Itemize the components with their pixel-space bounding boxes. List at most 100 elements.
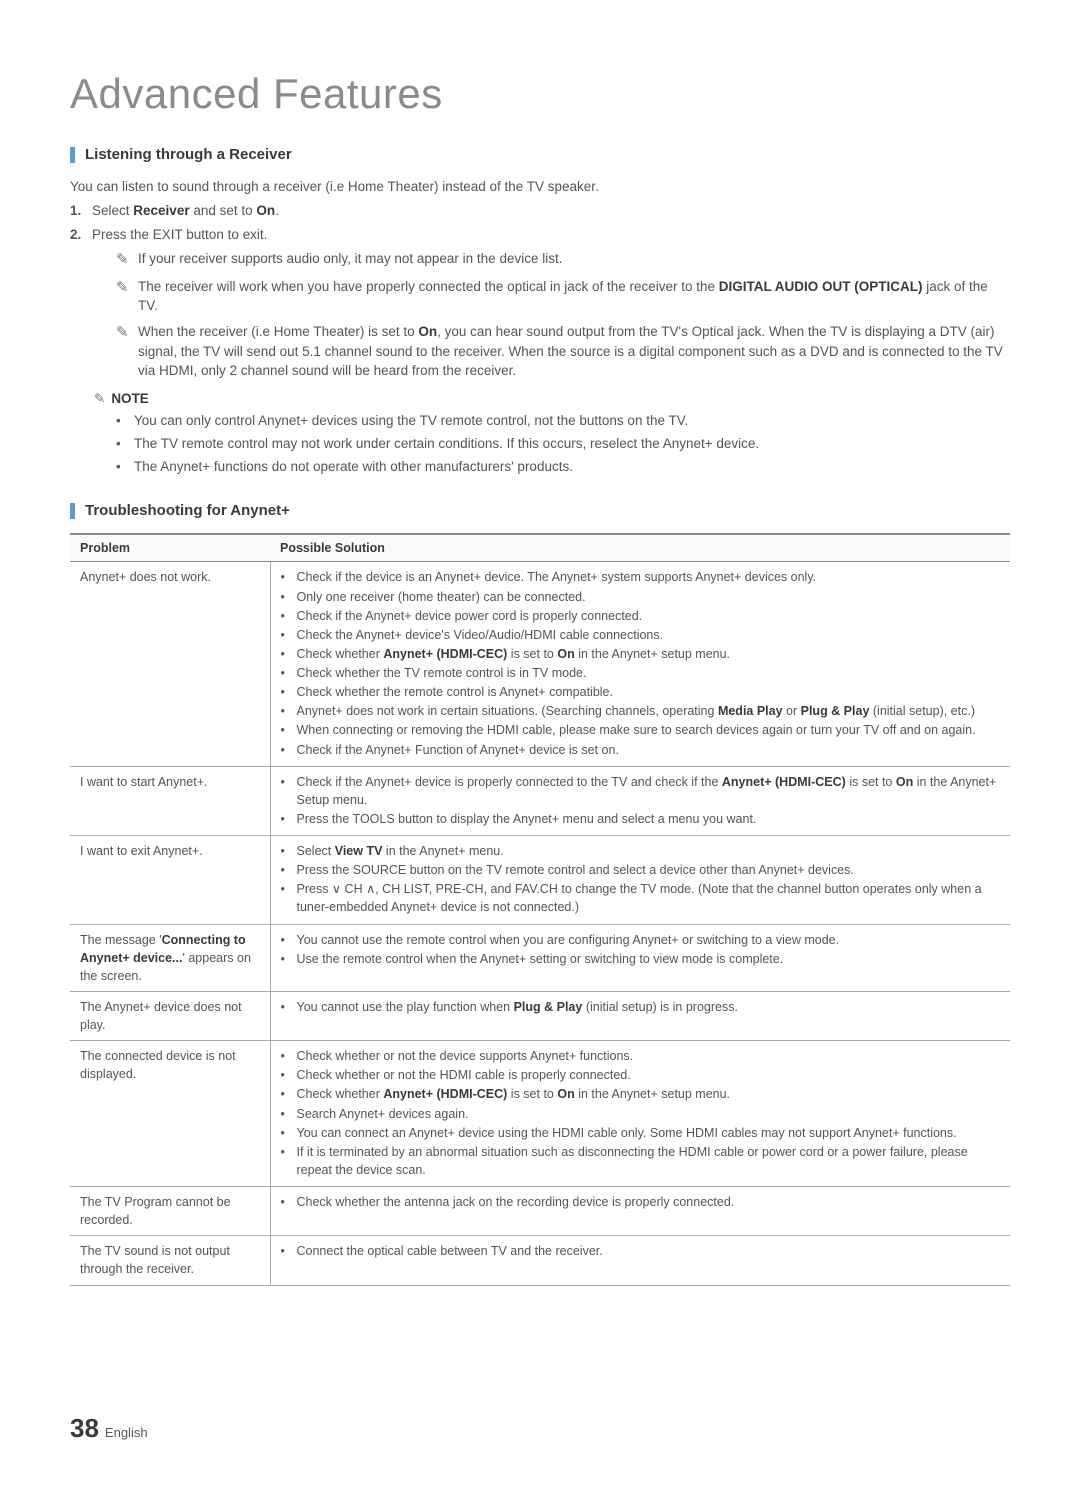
problem-cell: The TV Program cannot be recorded. <box>70 1187 270 1236</box>
table-header-row: Problem Possible Solution <box>70 534 1010 562</box>
solution-item: •Connect the optical cable between TV an… <box>281 1242 1001 1260</box>
solution-cell: •You cannot use the play function when P… <box>270 991 1010 1040</box>
bullet-icon: • <box>281 645 297 663</box>
steps-list: 1.Select Receiver and set to On. 2.Press… <box>70 201 1010 246</box>
step-2: 2.Press the EXIT button to exit. <box>70 225 1010 245</box>
bullet-icon: • <box>281 1047 297 1065</box>
table-row: I want to exit Anynet+.•Select View TV i… <box>70 836 1010 925</box>
table-row: The TV Program cannot be recorded.•Check… <box>70 1187 1010 1236</box>
bullet-icon: • <box>281 568 297 586</box>
step-1: 1.Select Receiver and set to On. <box>70 201 1010 221</box>
table-row: I want to start Anynet+. •Check if the An… <box>70 766 1010 835</box>
intro-text: You can listen to sound through a receiv… <box>70 177 1010 197</box>
page-title: Advanced Features <box>70 70 1010 118</box>
note-block: ✎ If your receiver supports audio only, … <box>116 249 1010 381</box>
bullet-icon: • <box>281 880 297 916</box>
solution-item: •Search Anynet+ devices again. <box>281 1105 1001 1123</box>
col-solution: Possible Solution <box>270 534 1010 562</box>
solution-item: •Check if the Anynet+ Function of Anynet… <box>281 741 1001 759</box>
note-label: ✎NOTE <box>94 391 1010 407</box>
solution-cell: •Select View TV in the Anynet+ menu.•Pre… <box>270 836 1010 925</box>
solution-text: Check if the Anynet+ device power cord i… <box>297 607 1001 625</box>
table-row: The message 'Connecting to Anynet+ devic… <box>70 924 1010 991</box>
problem-cell: The message 'Connecting to Anynet+ devic… <box>70 924 270 991</box>
dot-item: • You can only control Anynet+ devices u… <box>116 411 1010 431</box>
dot-list: • You can only control Anynet+ devices u… <box>116 411 1010 478</box>
solution-text: You can connect an Anynet+ device using … <box>297 1124 1001 1142</box>
dot-item: • The TV remote control may not work und… <box>116 434 1010 454</box>
bullet-icon: • <box>116 457 134 477</box>
section-heading-troubleshoot: Troubleshooting for Anynet+ <box>70 502 1010 519</box>
solution-item: •Check if the Anynet+ device is properly… <box>281 773 1001 809</box>
solution-text: If it is terminated by an abnormal situa… <box>297 1143 1001 1179</box>
solution-text: Check whether Anynet+ (HDMI-CEC) is set … <box>297 645 1001 663</box>
note-item: ✎ When the receiver (i.e Home Theater) i… <box>116 322 1010 381</box>
solution-cell: •You cannot use the remote control when … <box>270 924 1010 991</box>
section-title: Listening through a Receiver <box>85 146 292 163</box>
bullet-icon: • <box>281 683 297 701</box>
solution-text: Check if the Anynet+ device is properly … <box>297 773 1001 809</box>
note-text: When the receiver (i.e Home Theater) is … <box>138 322 1010 381</box>
solution-cell: •Check if the Anynet+ device is properly… <box>270 766 1010 835</box>
solution-text: Check whether Anynet+ (HDMI-CEC) is set … <box>297 1085 1001 1103</box>
troubleshoot-table: Problem Possible Solution Anynet+ does n… <box>70 533 1010 1285</box>
solution-item: •When connecting or removing the HDMI ca… <box>281 721 1001 739</box>
problem-cell: The Anynet+ device does not play. <box>70 991 270 1040</box>
solution-item: •Check whether Anynet+ (HDMI-CEC) is set… <box>281 1085 1001 1103</box>
bullet-icon: • <box>281 1193 297 1211</box>
bullet-icon: • <box>281 810 297 828</box>
bullet-icon: • <box>281 741 297 759</box>
solution-item: •Anynet+ does not work in certain situat… <box>281 702 1001 720</box>
solution-item: •Check whether the TV remote control is … <box>281 664 1001 682</box>
note-text: If your receiver supports audio only, it… <box>138 249 1010 271</box>
table-row: The TV sound is not output through the r… <box>70 1236 1010 1285</box>
solution-item: •Check the Anynet+ device's Video/Audio/… <box>281 626 1001 644</box>
solution-item: •Check if the Anynet+ device power cord … <box>281 607 1001 625</box>
dot-item: • The Anynet+ functions do not operate w… <box>116 457 1010 477</box>
col-problem: Problem <box>70 534 270 562</box>
solution-cell: •Check whether or not the device support… <box>270 1041 1010 1187</box>
solution-item: •Press ∨ CH ∧, CH LIST, PRE-CH, and FAV.… <box>281 880 1001 916</box>
page-lang: English <box>105 1425 148 1440</box>
bullet-icon: • <box>281 1143 297 1179</box>
note-item: ✎ The receiver will work when you have p… <box>116 277 1010 316</box>
note-icon: ✎ <box>94 391 105 406</box>
bullet-icon: • <box>281 588 297 606</box>
bullet-icon: • <box>281 1242 297 1260</box>
solution-text: Select View TV in the Anynet+ menu. <box>297 842 1001 860</box>
bullet-icon: • <box>116 434 134 454</box>
problem-cell: The connected device is not displayed. <box>70 1041 270 1187</box>
bullet-icon: • <box>281 842 297 860</box>
solution-text: Only one receiver (home theater) can be … <box>297 588 1001 606</box>
solution-item: •Select View TV in the Anynet+ menu. <box>281 842 1001 860</box>
bullet-icon: • <box>281 626 297 644</box>
solution-item: •Check if the device is an Anynet+ devic… <box>281 568 1001 586</box>
solution-item: •You cannot use the play function when P… <box>281 998 1001 1016</box>
solution-text: You cannot use the remote control when y… <box>297 931 1001 949</box>
note-item: ✎ If your receiver supports audio only, … <box>116 249 1010 271</box>
note-icon: ✎ <box>116 277 138 316</box>
page-footer: 38English <box>70 1413 148 1444</box>
solution-item: •Check whether or not the device support… <box>281 1047 1001 1065</box>
solution-item: •Press the SOURCE button on the TV remot… <box>281 861 1001 879</box>
problem-cell: I want to start Anynet+. <box>70 766 270 835</box>
solution-text: Check whether or not the HDMI cable is p… <box>297 1066 1001 1084</box>
solution-text: Anynet+ does not work in certain situati… <box>297 702 1001 720</box>
solution-item: •Only one receiver (home theater) can be… <box>281 588 1001 606</box>
problem-cell: I want to exit Anynet+. <box>70 836 270 925</box>
solution-item: •You cannot use the remote control when … <box>281 931 1001 949</box>
solution-text: You cannot use the play function when Pl… <box>297 998 1001 1016</box>
section-title: Troubleshooting for Anynet+ <box>85 502 290 519</box>
bullet-icon: • <box>281 861 297 879</box>
solution-text: Check whether the TV remote control is i… <box>297 664 1001 682</box>
bullet-icon: • <box>281 1105 297 1123</box>
solution-text: Check whether the remote control is Anyn… <box>297 683 1001 701</box>
bullet-icon: • <box>281 721 297 739</box>
solution-text: Check whether or not the device supports… <box>297 1047 1001 1065</box>
table-row: The Anynet+ device does not play. •You ca… <box>70 991 1010 1040</box>
solution-item: •Check whether or not the HDMI cable is … <box>281 1066 1001 1084</box>
solution-text: Check the Anynet+ device's Video/Audio/H… <box>297 626 1001 644</box>
solution-item: •Press the TOOLS button to display the A… <box>281 810 1001 828</box>
solution-item: •Use the remote control when the Anynet+… <box>281 950 1001 968</box>
solution-cell: •Connect the optical cable between TV an… <box>270 1236 1010 1285</box>
